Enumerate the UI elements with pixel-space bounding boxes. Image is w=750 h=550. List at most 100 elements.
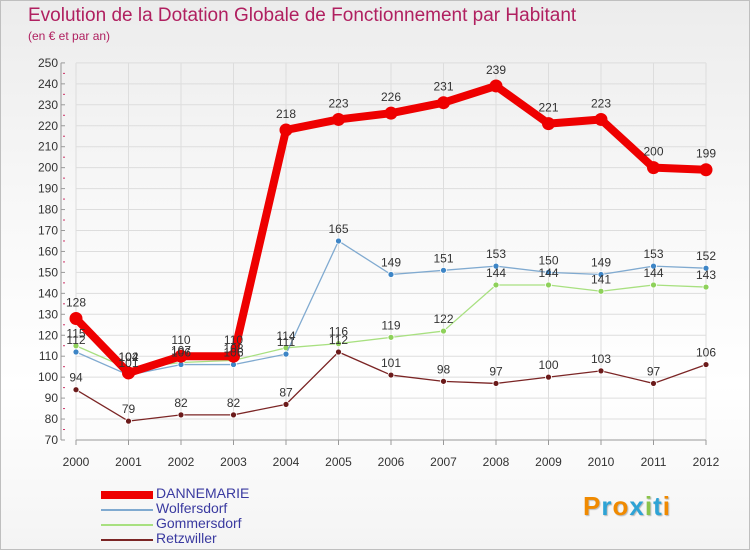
data-label-gommersdorf: 119 xyxy=(381,318,400,332)
data-label-dannemarie: 128 xyxy=(66,295,86,309)
x-tick-label: 2011 xyxy=(641,455,667,469)
data-label-dannemarie: 102 xyxy=(118,350,138,364)
legend-label: Wolfersdorf xyxy=(156,500,228,516)
logo-letter: o xyxy=(612,491,630,521)
data-label-dannemarie: 239 xyxy=(486,63,506,77)
data-point-gommersdorf xyxy=(650,281,657,289)
x-tick-label: 2012 xyxy=(693,455,720,469)
data-label-wolfersdorf: 111 xyxy=(277,335,296,349)
data-point-gommersdorf xyxy=(702,283,710,291)
data-label-retzwiller: 112 xyxy=(329,333,348,347)
data-point-dannemarie xyxy=(594,112,608,126)
data-point-dannemarie xyxy=(69,311,83,325)
data-label-wolfersdorf: 106 xyxy=(171,346,191,360)
data-label-gommersdorf: 144 xyxy=(643,266,663,280)
y-tick-label: 110 xyxy=(39,349,58,363)
data-point-retzwiller xyxy=(125,417,132,425)
data-label-retzwiller: 87 xyxy=(279,385,293,399)
x-tick-label: 2003 xyxy=(220,455,247,469)
x-tick-label: 2001 xyxy=(115,455,142,469)
data-label-wolfersdorf: 151 xyxy=(433,251,453,265)
data-point-wolfersdorf xyxy=(387,271,395,278)
data-label-dannemarie: 199 xyxy=(696,147,716,161)
data-point-retzwiller xyxy=(597,367,605,375)
data-label-gommersdorf: 122 xyxy=(433,312,453,326)
data-point-gommersdorf xyxy=(492,281,500,289)
data-label-wolfersdorf: 150 xyxy=(538,253,558,267)
data-label-wolfersdorf: 149 xyxy=(381,255,401,269)
data-label-gommersdorf: 144 xyxy=(538,266,558,280)
data-point-wolfersdorf xyxy=(72,348,80,356)
y-tick-label: 120 xyxy=(38,328,58,342)
data-point-dannemarie xyxy=(489,79,503,93)
data-point-wolfersdorf xyxy=(702,264,710,272)
data-point-dannemarie xyxy=(122,366,135,380)
y-tick-label: 180 xyxy=(38,203,58,217)
data-point-dannemarie xyxy=(174,349,188,363)
data-label-wolfersdorf: 101 xyxy=(118,356,138,370)
data-label-retzwiller: 98 xyxy=(437,362,451,376)
x-tick-label: 2000 xyxy=(63,455,90,469)
y-tick-label: 160 xyxy=(38,244,58,258)
y-tick-label: 90 xyxy=(45,391,59,405)
y-tick-label: 230 xyxy=(38,98,58,112)
y-tick-label: 140 xyxy=(38,286,58,300)
y-tick-label: 130 xyxy=(38,307,58,321)
data-label-retzwiller: 106 xyxy=(696,346,716,360)
data-point-dannemarie xyxy=(332,112,345,126)
data-label-gommersdorf: 116 xyxy=(329,325,348,339)
data-point-wolfersdorf xyxy=(545,268,552,276)
data-label-gommersdorf: 144 xyxy=(486,266,506,280)
data-label-gommersdorf: 114 xyxy=(276,329,295,343)
data-point-wolfersdorf xyxy=(492,262,500,270)
logo-letter: i xyxy=(662,491,671,521)
data-label-gommersdorf: 107 xyxy=(171,343,191,357)
data-label-retzwiller: 97 xyxy=(489,364,503,378)
data-label-gommersdorf: 143 xyxy=(696,268,716,282)
data-point-dannemarie xyxy=(699,163,713,177)
data-label-dannemarie: 110 xyxy=(224,333,243,347)
data-label-wolfersdorf: 106 xyxy=(223,346,243,360)
data-label-retzwiller: 82 xyxy=(174,396,188,410)
data-label-wolfersdorf: 153 xyxy=(643,247,663,261)
data-point-wolfersdorf xyxy=(650,262,657,270)
y-tick-label: 190 xyxy=(38,182,58,196)
data-point-retzwiller xyxy=(492,380,500,387)
data-point-gommersdorf xyxy=(335,340,342,348)
x-tick-label: 2002 xyxy=(168,455,195,469)
data-point-retzwiller xyxy=(650,380,657,387)
x-tick-label: 2010 xyxy=(588,455,615,469)
data-point-dannemarie xyxy=(384,106,398,120)
logo-letter: P xyxy=(583,491,602,521)
y-tick-label: 150 xyxy=(38,265,58,279)
data-label-wolfersdorf: 112 xyxy=(66,333,85,347)
data-point-wolfersdorf xyxy=(282,350,290,358)
legend-swatch xyxy=(101,539,153,541)
proxiti-logo: Proxiti xyxy=(583,491,671,522)
data-point-retzwiller xyxy=(545,373,552,381)
y-tick-label: 210 xyxy=(38,140,58,154)
data-label-wolfersdorf: 165 xyxy=(328,222,348,236)
data-point-gommersdorf xyxy=(387,333,395,341)
data-point-retzwiller xyxy=(335,348,342,356)
legend-swatch xyxy=(101,509,153,511)
axes: 7080901001101201301401501601701801902002… xyxy=(38,56,720,469)
x-tick-label: 2007 xyxy=(430,455,457,469)
y-tick-label: 200 xyxy=(38,161,58,175)
data-label-retzwiller: 97 xyxy=(647,364,661,378)
x-tick-label: 2009 xyxy=(535,455,562,469)
data-point-dannemarie xyxy=(279,123,293,137)
x-tick-label: 2008 xyxy=(483,455,510,469)
x-tick-label: 2005 xyxy=(325,455,352,469)
chart-title: Evolution de la Dotation Globale de Fonc… xyxy=(28,5,577,26)
data-point-dannemarie xyxy=(437,96,450,110)
data-label-retzwiller: 79 xyxy=(122,402,136,416)
y-tick-label: 240 xyxy=(38,77,58,91)
data-point-wolfersdorf xyxy=(440,266,447,274)
data-label-wolfersdorf: 153 xyxy=(486,247,506,261)
data-point-gommersdorf xyxy=(597,287,605,295)
data-label-gommersdorf: 115 xyxy=(66,327,85,341)
y-tick-label: 70 xyxy=(45,433,59,447)
